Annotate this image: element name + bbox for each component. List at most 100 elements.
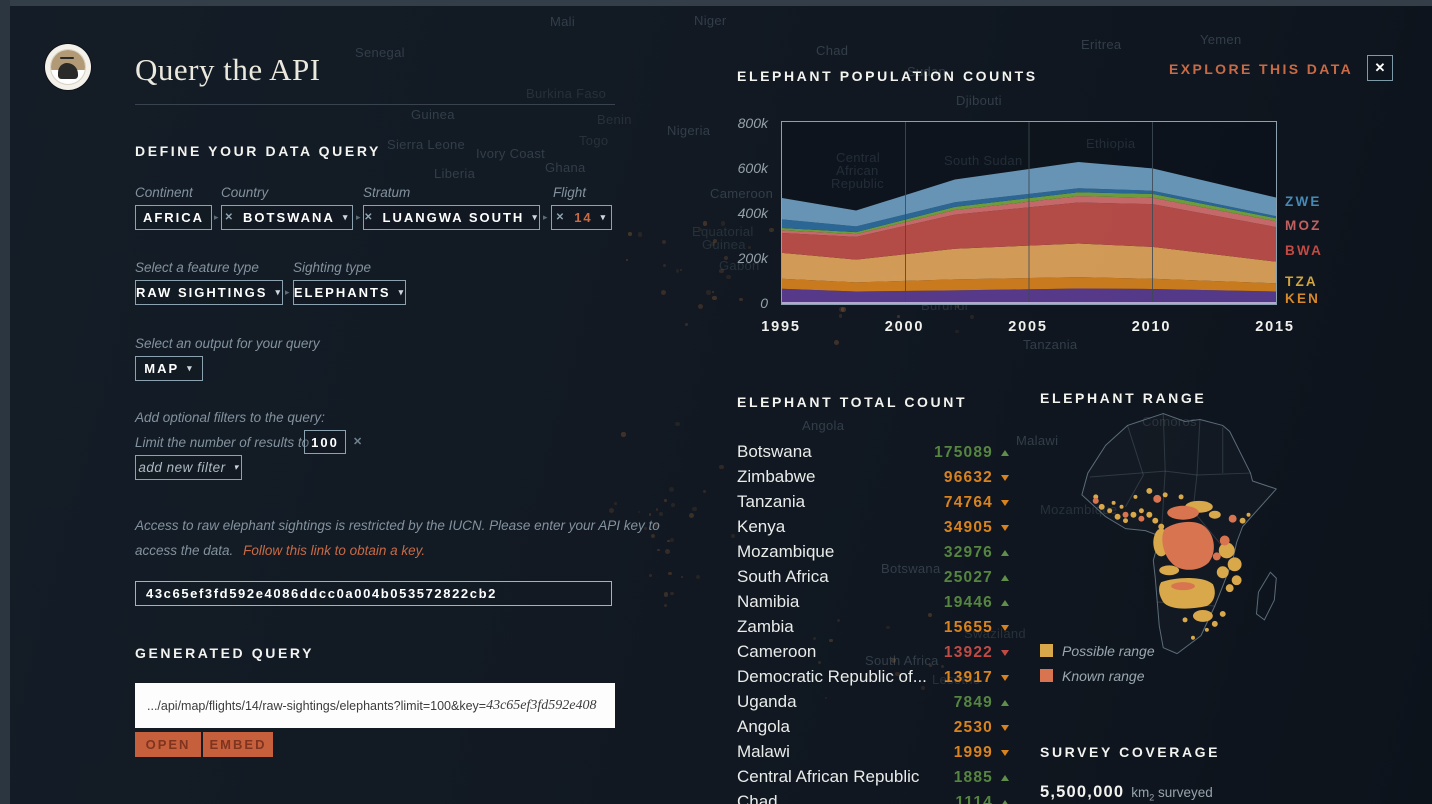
count-value: 96632: [943, 469, 993, 486]
count-value: 1885: [953, 769, 993, 786]
flight-dropdown[interactable]: ✕ 14 ▾: [551, 205, 612, 230]
feature-type-dropdown[interactable]: RAW SIGHTINGS ▾: [135, 280, 283, 305]
count-value: 7849: [953, 694, 993, 711]
map-survey-dot-icon: [657, 548, 661, 552]
population-chart-svg: [782, 122, 1276, 304]
map-survey-dot-icon: [723, 255, 728, 261]
add-filter-dropdown[interactable]: add new filter ▾: [135, 455, 242, 480]
map-survey-dot-icon: [705, 290, 711, 295]
explore-data-link[interactable]: EXPLORE THIS DATA: [1169, 61, 1354, 77]
count-row: Mozambique 32976: [737, 542, 1009, 563]
map-country-label: Togo: [579, 133, 609, 148]
output-dropdown[interactable]: MAP ▾: [135, 356, 203, 381]
map-survey-dot-icon: [614, 501, 617, 505]
map-survey-dot-icon: [661, 240, 667, 245]
stratum-value: LUANGWA SOUTH: [382, 210, 525, 225]
country-dropdown[interactable]: ✕ BOTSWANA ▾: [221, 205, 353, 230]
count-value: 25027: [943, 569, 993, 586]
obtain-key-link[interactable]: Follow this link to obtain a key.: [243, 543, 426, 558]
trend-up-icon: [1001, 775, 1009, 781]
map-survey-dot-icon: [712, 238, 718, 243]
trend-down-icon: [1001, 750, 1009, 756]
remove-country-icon[interactable]: ✕: [224, 212, 235, 223]
map-survey-dot-icon: [702, 221, 708, 226]
count-value: 13917: [943, 669, 993, 686]
y-tick-label: 200k: [737, 250, 768, 266]
sighting-type-dropdown[interactable]: ELEPHANTS ▾: [293, 280, 406, 305]
map-survey-dot-icon: [637, 510, 641, 514]
continent-value: AFRICA: [142, 210, 205, 225]
map-country-label: Mozambique: [1040, 502, 1118, 517]
map-survey-dot-icon: [655, 508, 659, 511]
trend-up-icon: [1001, 600, 1009, 606]
survey-area-value: 5,500,000: [1040, 783, 1125, 801]
map-survey-dot-icon: [688, 513, 694, 519]
continent-dropdown[interactable]: AFRICA: [135, 205, 212, 230]
map-survey-dot-icon: [719, 464, 724, 470]
stratum-dropdown[interactable]: ✕ LUANGWA SOUTH ▾: [363, 205, 540, 230]
survey-area-unit: km: [1131, 785, 1150, 800]
map-country-label: Ivory Coast: [476, 146, 546, 161]
map-survey-dot-icon: [669, 487, 675, 493]
count-row: Malawi 1999: [737, 742, 1009, 763]
map-survey-dot-icon: [692, 506, 698, 512]
map-survey-dot-icon: [897, 314, 900, 318]
count-country: Namibia: [737, 592, 800, 611]
field-separator-icon: ▸: [285, 287, 290, 297]
map-survey-dot-icon: [670, 591, 674, 596]
africa-range-map: [1081, 413, 1277, 655]
count-country: Kenya: [737, 517, 786, 536]
map-survey-dot-icon: [663, 591, 669, 597]
map-survey-dot-icon: [720, 221, 726, 226]
trend-down-icon: [1001, 625, 1009, 631]
query-url-key: 43c65ef3fd592e408: [486, 697, 597, 713]
map-survey-dot-icon: [769, 227, 774, 233]
embed-button[interactable]: EMBED: [203, 732, 273, 757]
field-separator-icon: ▸: [356, 212, 361, 222]
close-icon[interactable]: ✕: [1367, 55, 1393, 81]
chart-legend-tza: TZA: [1285, 274, 1318, 289]
count-row: Angola 2530: [737, 717, 1009, 738]
sighting-type-label: Sighting type: [293, 260, 372, 275]
count-country: Tanzania: [737, 492, 806, 511]
count-country: Angola: [737, 717, 790, 736]
map-country-label: Sudan: [907, 64, 947, 79]
remove-stratum-icon[interactable]: ✕: [364, 212, 375, 223]
map-survey-dot-icon: [637, 232, 643, 237]
api-key-input[interactable]: [135, 581, 612, 606]
limit-input[interactable]: 100: [304, 430, 346, 454]
chevron-down-icon: ▾: [532, 212, 539, 222]
remove-flight-icon[interactable]: ✕: [555, 212, 567, 223]
flight-value: 14: [574, 210, 593, 225]
x-tick-label: 2010: [1131, 319, 1172, 335]
map-survey-dot-icon: [621, 432, 626, 437]
map-edge-top: [0, 0, 1432, 6]
map-survey-dot-icon: [955, 304, 959, 308]
map-survey-dot-icon: [841, 307, 846, 312]
count-row: Chad 1114: [737, 792, 1009, 804]
population-chart: [781, 121, 1277, 305]
trend-up-icon: [1001, 800, 1009, 804]
api-note-line1: Access to raw elephant sightings is rest…: [135, 518, 660, 533]
count-value: 15655: [943, 619, 993, 636]
map-survey-dot-icon: [679, 268, 682, 271]
africa-outline: [1081, 413, 1277, 655]
map-survey-dot-icon: [659, 511, 664, 517]
open-button[interactable]: OPEN: [135, 732, 201, 757]
count-value: 13922: [943, 644, 993, 661]
map-survey-dot-icon: [889, 323, 895, 328]
map-country-label: Yemen: [1200, 32, 1242, 47]
map-country-label: South Sudan: [944, 153, 1023, 168]
survey-coverage-heading: SURVEY COVERAGE: [1040, 744, 1221, 760]
population-counts-heading: ELEPHANT POPULATION COUNTS: [737, 68, 1038, 84]
count-country: Malawi: [737, 742, 790, 761]
map-country-label: Senegal: [355, 45, 405, 60]
flight-label: Flight: [553, 185, 587, 200]
remove-limit-filter-icon[interactable]: ✕: [353, 436, 363, 448]
map-survey-dot-icon: [748, 246, 751, 249]
map-survey-dot-icon: [710, 241, 715, 247]
map-survey-dot-icon: [929, 664, 933, 667]
trend-down-icon: [1001, 500, 1009, 506]
map-country-label: Gabon: [719, 258, 760, 273]
y-tick-label: 400k: [737, 205, 768, 221]
